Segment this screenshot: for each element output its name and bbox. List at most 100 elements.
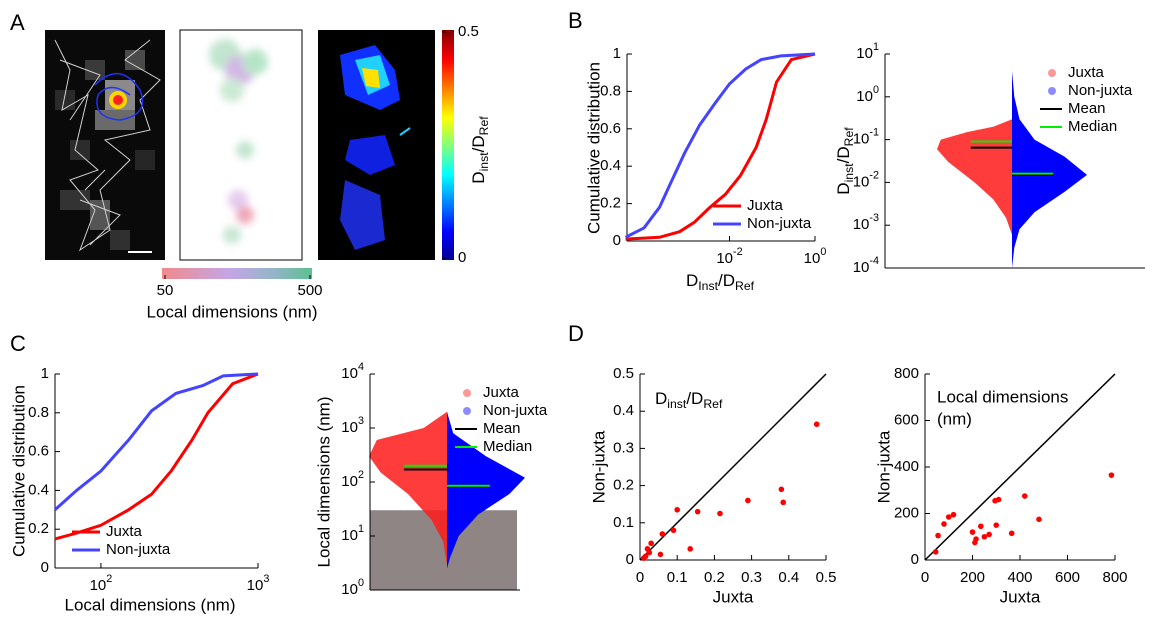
point — [1008, 530, 1015, 537]
y-axis-label-part: Ref — [842, 127, 856, 147]
x-axis-label: DInst/DRef — [686, 271, 755, 293]
colorbar-tick-label: 50 — [157, 282, 174, 299]
tick-label: 100 — [341, 577, 364, 598]
tick-label: 0 — [41, 559, 49, 576]
tick-label: 0.2 — [600, 195, 621, 212]
tick-label: 0 — [626, 551, 634, 568]
tick-label: 0 — [613, 232, 621, 249]
tick-base: 10 — [853, 173, 870, 190]
point — [717, 510, 723, 517]
tick-label: 103 — [341, 415, 364, 436]
tick-label: 600 — [894, 411, 919, 428]
colorbar-label: Dinst/DRef — [469, 116, 491, 184]
y-axis-label: Non-juxta — [589, 430, 608, 503]
tick-label: 103 — [247, 573, 270, 594]
tick-base: 10 — [341, 473, 358, 490]
annotation: (nm) — [937, 409, 972, 428]
violin — [369, 411, 447, 565]
legend-label: Median — [483, 438, 532, 455]
tick-exponent: 1 — [873, 41, 879, 53]
point — [657, 551, 664, 558]
y-axis-label: Local dimensions (nm) — [314, 396, 333, 567]
tick-exponent: 3 — [263, 573, 269, 585]
tick-exponent: 2 — [106, 573, 112, 585]
point — [640, 555, 647, 561]
point — [935, 532, 941, 539]
tick-label: 104 — [341, 361, 364, 382]
tick-label: 800 — [1102, 569, 1127, 586]
tick-label: 10-4 — [853, 255, 879, 276]
tick-label: 0.4 — [778, 569, 799, 586]
identity-line — [924, 373, 1116, 561]
legend-swatch — [463, 389, 471, 397]
tick-label: 102 — [341, 469, 364, 490]
legend-label: Median — [1068, 118, 1117, 135]
tick-label: 0.3 — [741, 569, 762, 586]
point — [973, 536, 979, 542]
colorbar — [442, 30, 454, 260]
tick-label: 10-2 — [853, 169, 879, 190]
point — [778, 486, 785, 493]
tick-label: 200 — [894, 504, 919, 521]
y-axis-label: Cumulative distribution — [584, 62, 603, 234]
tick-base: 10 — [853, 216, 870, 233]
point — [932, 549, 939, 555]
line-series — [54, 372, 259, 541]
tick-label: 0.6 — [28, 443, 49, 460]
tick-exponent: 0 — [873, 84, 879, 96]
tick-label: 0.3 — [613, 439, 634, 456]
tick-label: 0 — [921, 569, 929, 586]
x-axis-label-part: /D — [718, 271, 735, 290]
annotation-part: D — [655, 389, 667, 408]
tick-exponent: -4 — [869, 255, 879, 267]
annotation-part: inst — [667, 397, 687, 411]
tick-label: 800 — [894, 365, 919, 382]
annotation-part: /D — [686, 389, 703, 408]
micrograph-diffusion — [318, 30, 435, 260]
tick-exponent: 3 — [358, 415, 364, 427]
tick-label: 200 — [960, 569, 985, 586]
line-series — [625, 52, 816, 241]
tick-exponent: -2 — [869, 169, 879, 181]
tick-base: 10 — [341, 419, 358, 436]
tick-label: 1 — [41, 365, 49, 382]
tick-base: 10 — [90, 577, 107, 594]
line-series — [53, 372, 259, 511]
tick-label: 0 — [636, 569, 644, 586]
micrograph-dimensions — [179, 29, 303, 261]
line-series — [624, 52, 816, 239]
tick-label: 0.1 — [667, 569, 688, 586]
colorbar-label-part: /D — [469, 135, 488, 152]
legend-label: Mean — [483, 420, 521, 437]
point — [993, 522, 1000, 528]
point — [674, 506, 680, 513]
tick-base: 10 — [804, 250, 821, 267]
legend-label: Juxta — [106, 523, 143, 540]
tick-label: 0.2 — [613, 477, 634, 494]
panel-label: D — [568, 321, 584, 346]
tick-exponent: -1 — [869, 126, 879, 138]
y-axis-label-part: inst — [842, 163, 856, 183]
tick-label: 1 — [613, 45, 621, 62]
legend-swatch — [1048, 69, 1056, 77]
colorbar-label-part: Ref — [477, 116, 491, 136]
legend-label: Juxta — [1068, 64, 1105, 81]
tick-exponent: 1 — [358, 523, 364, 535]
legend-swatch — [463, 407, 471, 415]
micrograph-tracks — [45, 30, 165, 260]
tick-base: 10 — [341, 581, 358, 598]
panel-label: C — [10, 331, 26, 356]
tick-label: 400 — [1007, 569, 1032, 586]
tick-label: 10-3 — [853, 212, 879, 233]
point — [644, 546, 651, 552]
point — [648, 540, 654, 547]
y-axis-label: Cumulative distribution — [9, 385, 28, 557]
tick-base: 10 — [341, 527, 358, 544]
tick-label: 0.2 — [28, 520, 49, 537]
point — [687, 546, 694, 552]
tick-base: 10 — [853, 131, 870, 148]
tick-exponent: 4 — [358, 361, 364, 373]
tick-label: 0.4 — [600, 157, 621, 174]
point — [992, 497, 998, 504]
